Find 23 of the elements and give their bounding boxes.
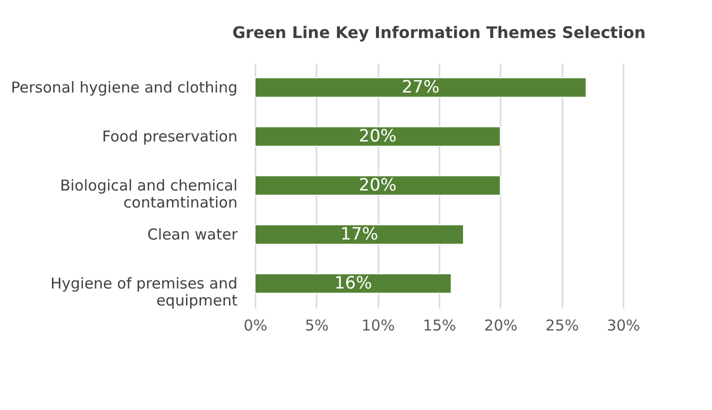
data-label: 20% — [358, 176, 397, 196]
chart-title: Green Line Key Information Themes Selection — [232, 23, 646, 42]
x-tick-label: 5% — [304, 316, 329, 334]
y-tick-label: Food preservation — [102, 128, 238, 146]
x-tick-label: 20% — [484, 316, 518, 334]
y-tick-label: Hygiene of premises and equipment — [50, 274, 238, 310]
x-tick-label: 15% — [422, 316, 456, 334]
bar — [254, 224, 464, 245]
bar — [254, 126, 501, 147]
x-tick-label: 25% — [545, 316, 579, 334]
x-tick-label: 10% — [361, 316, 395, 334]
y-tick-label: Clean water — [147, 226, 238, 244]
data-label: 20% — [358, 126, 397, 146]
y-tick-label: Biological and chemical contamtination — [60, 176, 238, 212]
y-tick-label: Personal hygiene and clothing — [10, 78, 238, 96]
bar — [254, 77, 587, 98]
data-label: 27% — [402, 78, 440, 98]
bar — [254, 175, 501, 196]
data-label: 16% — [334, 274, 372, 294]
data-label: 17% — [340, 224, 378, 244]
x-tick-label: 0% — [244, 316, 268, 334]
bar — [254, 273, 452, 294]
x-tick-label: 30% — [606, 316, 640, 334]
